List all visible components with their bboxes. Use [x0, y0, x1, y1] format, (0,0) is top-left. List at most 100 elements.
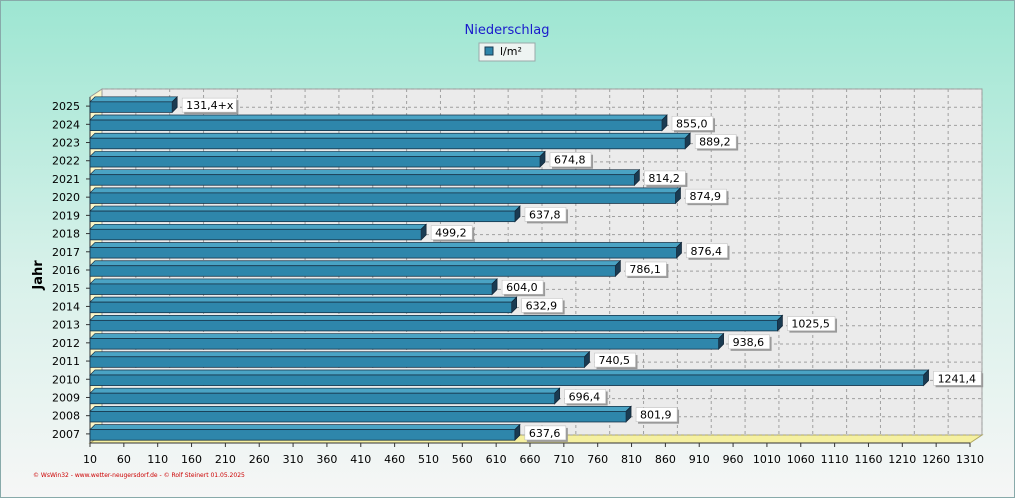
data-label-box — [685, 188, 727, 204]
x-tick-label: 710 — [553, 453, 574, 466]
bar — [89, 356, 585, 368]
x-tick-label: 660 — [520, 453, 541, 466]
bar — [89, 174, 635, 186]
y-tick-label: 2007 — [52, 428, 80, 441]
data-label: 801,9 — [640, 409, 672, 422]
bar-top — [89, 242, 683, 248]
bar — [89, 283, 493, 295]
data-label-box — [594, 352, 636, 368]
y-tick-label: 2014 — [52, 300, 80, 313]
bar-top — [89, 260, 622, 267]
bar-top — [89, 424, 521, 430]
data-label-box — [524, 207, 567, 222]
bar-top — [89, 369, 930, 376]
chart-title: Niederschlag — [465, 23, 550, 38]
x-tick-label: 960 — [723, 453, 744, 466]
x-tick-label: 1160 — [854, 453, 882, 466]
bar-top — [89, 187, 682, 194]
data-label: 637,6 — [529, 427, 561, 440]
x-tick-label: 160 — [181, 453, 202, 466]
x-tick-label: 860 — [655, 453, 676, 466]
data-label-box — [933, 371, 982, 386]
bar-top — [89, 278, 498, 285]
bar-top — [89, 205, 521, 212]
x-tick-label: 510 — [418, 453, 439, 466]
bar — [89, 319, 778, 332]
data-label-box — [728, 334, 770, 350]
data-label: 1025,5 — [791, 318, 830, 331]
data-label: 889,2 — [699, 136, 731, 149]
x-tick-label: 610 — [486, 453, 507, 466]
x-tick-label: 1060 — [787, 453, 815, 466]
y-tick-label: 2021 — [52, 173, 80, 186]
y-tick-label: 2018 — [52, 228, 80, 241]
bar-top — [89, 387, 561, 394]
data-label: 632,9 — [526, 299, 558, 312]
data-label-box — [564, 389, 606, 404]
legend-swatch — [484, 46, 494, 56]
x-tick-label: 310 — [283, 453, 304, 466]
y-tick-label: 2013 — [52, 319, 80, 332]
bar — [89, 101, 173, 113]
x-tick-label: 210 — [215, 453, 236, 466]
bar — [89, 411, 627, 423]
bar-top — [89, 169, 641, 176]
x-tick-label: 1260 — [922, 453, 950, 466]
x-tick-label: 1010 — [753, 453, 781, 466]
data-label-box — [625, 261, 667, 277]
x-tick-label: 560 — [452, 453, 473, 466]
y-tick-label: 2010 — [52, 373, 80, 386]
plot-area: 10 60 110 160 210 260 310 360 410 460 510 560 610 660… — [52, 88, 984, 466]
data-label: 855,0 — [676, 117, 708, 130]
bar-top — [89, 333, 725, 339]
legend-label: l/m² — [500, 45, 522, 58]
bar-top — [89, 132, 691, 139]
data-label: 876,4 — [690, 245, 722, 258]
data-label-box — [686, 243, 728, 259]
bar — [89, 119, 663, 131]
x-tick-label: 60 — [117, 453, 131, 466]
bar-top — [89, 223, 427, 230]
bar — [89, 137, 686, 150]
x-tick-label: 360 — [316, 453, 337, 466]
data-label: 696,4 — [569, 390, 601, 403]
bar-top — [89, 114, 668, 121]
x-tick-label: 10 — [83, 453, 97, 466]
bar-top — [89, 296, 518, 303]
x-tick-label: 910 — [689, 453, 710, 466]
y-tick-label: 2022 — [52, 155, 80, 168]
y-tick-label: 2019 — [52, 209, 80, 222]
bar — [89, 247, 677, 259]
y-tick-label: 2016 — [52, 264, 80, 277]
data-label-box — [694, 134, 737, 149]
x-tick-label: 760 — [587, 453, 608, 466]
x-tick-label: 460 — [384, 453, 405, 466]
data-label-box — [521, 298, 563, 313]
data-label: 131,4+x — [186, 99, 234, 112]
data-label: 814,2 — [648, 172, 680, 185]
data-label: 1241,4 — [938, 372, 977, 385]
data-label: 637,8 — [529, 208, 561, 221]
data-label-box — [644, 170, 686, 186]
y-tick-label: 2020 — [52, 191, 80, 204]
bar — [89, 301, 513, 314]
bar — [89, 156, 541, 168]
data-label-box — [787, 316, 836, 331]
data-label-box — [181, 97, 237, 113]
x-tick-label: 1310 — [956, 453, 984, 466]
bar — [89, 265, 616, 277]
y-tick-label: 2024 — [52, 118, 80, 131]
y-tick-label: 2012 — [52, 337, 80, 350]
bar — [89, 392, 556, 405]
y-tick-label: 2017 — [52, 246, 80, 259]
x-tick-label: 810 — [621, 453, 642, 466]
y-tick-label: 2023 — [52, 137, 80, 150]
data-label: 786,1 — [629, 263, 661, 276]
footer-copyright: © WsWin32 - www.wetter-neugersdorf.de - … — [33, 472, 245, 479]
bar — [89, 338, 719, 350]
bar-top — [89, 315, 784, 321]
x-tick-label: 410 — [350, 453, 371, 466]
bar-top — [89, 96, 179, 103]
